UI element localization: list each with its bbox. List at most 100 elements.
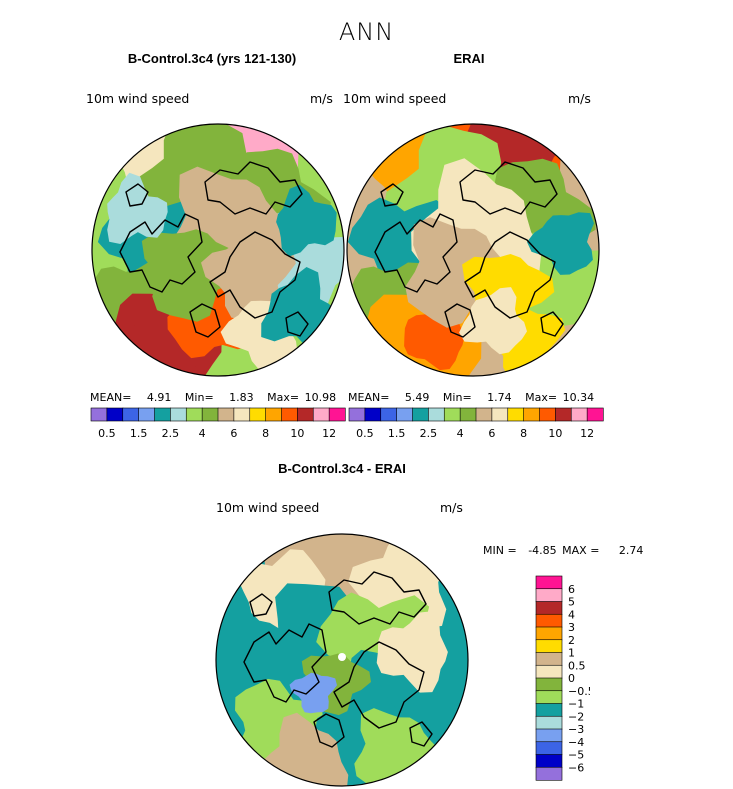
- colorbar-swatch: [122, 407, 140, 422]
- panel-1-polar-map: [91, 123, 345, 377]
- colorbar-tick-label: 10: [290, 427, 304, 440]
- panel-1-title: B-Control.3c4 (yrs 121-130): [127, 51, 297, 66]
- colorbar-swatch: [535, 766, 563, 781]
- colorbar-tick-label: 6: [568, 583, 575, 596]
- colorbar-tick-label: 0.5: [356, 427, 374, 440]
- colorbar-swatch: [535, 754, 563, 768]
- panel-2-polar-map: [346, 123, 600, 377]
- colorbar-swatch: [217, 407, 235, 422]
- field-patch: [376, 611, 448, 693]
- colorbar-swatch: [535, 703, 563, 717]
- colorbar-tick-label: 1.5: [388, 427, 406, 440]
- panel-3-variable-label: 10m wind speed: [216, 500, 320, 515]
- colorbar-tick-label: 3: [568, 621, 575, 634]
- colorbar-tick-label: 12: [580, 427, 594, 440]
- colorbar-tick-label: 2.5: [162, 427, 180, 440]
- panel-1-mean-label: MEAN=: [90, 391, 132, 404]
- colorbar-tick-label: −4: [568, 736, 584, 749]
- colorbar-swatch: [491, 407, 509, 422]
- colorbar-tick-label: 12: [322, 427, 336, 440]
- colorbar-swatch: [535, 626, 563, 641]
- colorbar-swatch: [154, 407, 171, 422]
- coastline: [209, 231, 301, 319]
- field-patch: [316, 592, 430, 707]
- colorbar-swatch: [523, 407, 541, 422]
- panel-1-max-label: Max=: [267, 391, 300, 404]
- coastline: [444, 303, 476, 338]
- field-layer: [92, 124, 344, 376]
- colorbar-tick-label: −3: [568, 723, 584, 736]
- panel-3-polar-map: [215, 533, 469, 787]
- panel-3-min-label: MIN =: [483, 544, 517, 557]
- colorbar-swatch: [328, 407, 346, 422]
- colorbar-swatch: [312, 407, 330, 422]
- panel-2-mean-label: MEAN=: [348, 391, 390, 404]
- panel-2-units: m/s: [568, 91, 591, 106]
- colorbar-tick-label: 0.5: [98, 427, 116, 440]
- panel-2-min-label: Min=: [442, 391, 472, 404]
- panel-2-variable-label: 10m wind speed: [343, 91, 447, 106]
- colorbar-swatch: [535, 677, 563, 692]
- coastline: [380, 183, 404, 207]
- colorbar-tick-label: 1: [568, 647, 575, 660]
- field-patch: [289, 672, 337, 714]
- map-outline: [346, 123, 600, 377]
- panel-2-colorbar: 0.5 1.5 2.5 4 6 8 10 12: [348, 407, 604, 440]
- coastline: [243, 623, 327, 703]
- colorbar-tick-label: −6: [568, 761, 584, 774]
- panel-1-stats: MEAN= 4.91 Min= 1.83 Max= 10.98: [90, 391, 336, 404]
- field-layer: [347, 124, 599, 376]
- colorbar-swatch: [201, 407, 219, 422]
- coastline: [409, 721, 433, 747]
- coastline: [285, 311, 309, 337]
- field-patch: [459, 287, 527, 355]
- panel-2-max-value: 10.34: [562, 391, 595, 404]
- colorbar-tick-label: 10: [548, 427, 562, 440]
- colorbar-swatch: [507, 407, 525, 422]
- coastline: [328, 571, 427, 625]
- colorbar-tick-label: 5: [568, 596, 575, 609]
- field-patch: [405, 217, 516, 328]
- colorbar-tick-label: 0.5: [568, 659, 586, 672]
- colorbar-tick-label: 6: [230, 427, 237, 440]
- panel-2-stats: MEAN= 5.49 Min= 1.74 Max= 10.34: [348, 391, 594, 404]
- colorbar-swatch: [475, 407, 493, 422]
- panel-2-min-value: 1.74: [487, 391, 512, 404]
- panel-1-variable-label: 10m wind speed: [86, 91, 190, 106]
- colorbar-swatch: [459, 407, 477, 422]
- coastline: [374, 213, 458, 293]
- colorbar-swatch: [281, 407, 298, 422]
- colorbar-swatch: [106, 407, 124, 422]
- colorbar-tick-label: 2: [568, 634, 575, 647]
- pole-marker: [338, 653, 346, 661]
- panel-3-title: B-Control.3c4 - ERAI: [278, 461, 406, 476]
- colorbar-tick-label: 8: [520, 427, 527, 440]
- colorbar-swatch: [570, 407, 588, 422]
- field-patch: [276, 184, 337, 257]
- colorbar-swatch: [535, 639, 563, 654]
- colorbar-swatch: [535, 652, 563, 666]
- panel-1-min-label: Min=: [184, 391, 214, 404]
- colorbar-swatch: [535, 741, 563, 756]
- coastline: [313, 713, 345, 748]
- colorbar-swatch: [380, 407, 398, 422]
- colorbar-tick-label: 4: [199, 427, 206, 440]
- colorbar-tick-label: −2: [568, 710, 584, 723]
- map-outline: [91, 123, 345, 377]
- colorbar-swatch: [348, 407, 366, 422]
- colorbar-swatch: [396, 407, 414, 422]
- panel-1-max-value: 10.98: [304, 391, 337, 404]
- colorbar-tick-label: 8: [262, 427, 269, 440]
- colorbar-swatch: [535, 715, 563, 730]
- main-title: ANN: [338, 18, 395, 46]
- colorbar-tick-label: 6: [488, 427, 495, 440]
- colorbar-swatch: [535, 575, 563, 590]
- colorbar-swatch: [297, 407, 314, 422]
- colorbar-swatch: [90, 407, 108, 422]
- colorbar-swatch: [535, 728, 563, 743]
- colorbar-swatch: [586, 407, 604, 422]
- colorbar-tick-label: 1.5: [130, 427, 148, 440]
- colorbar-tick-label: 4: [457, 427, 464, 440]
- colorbar-swatch: [535, 664, 563, 679]
